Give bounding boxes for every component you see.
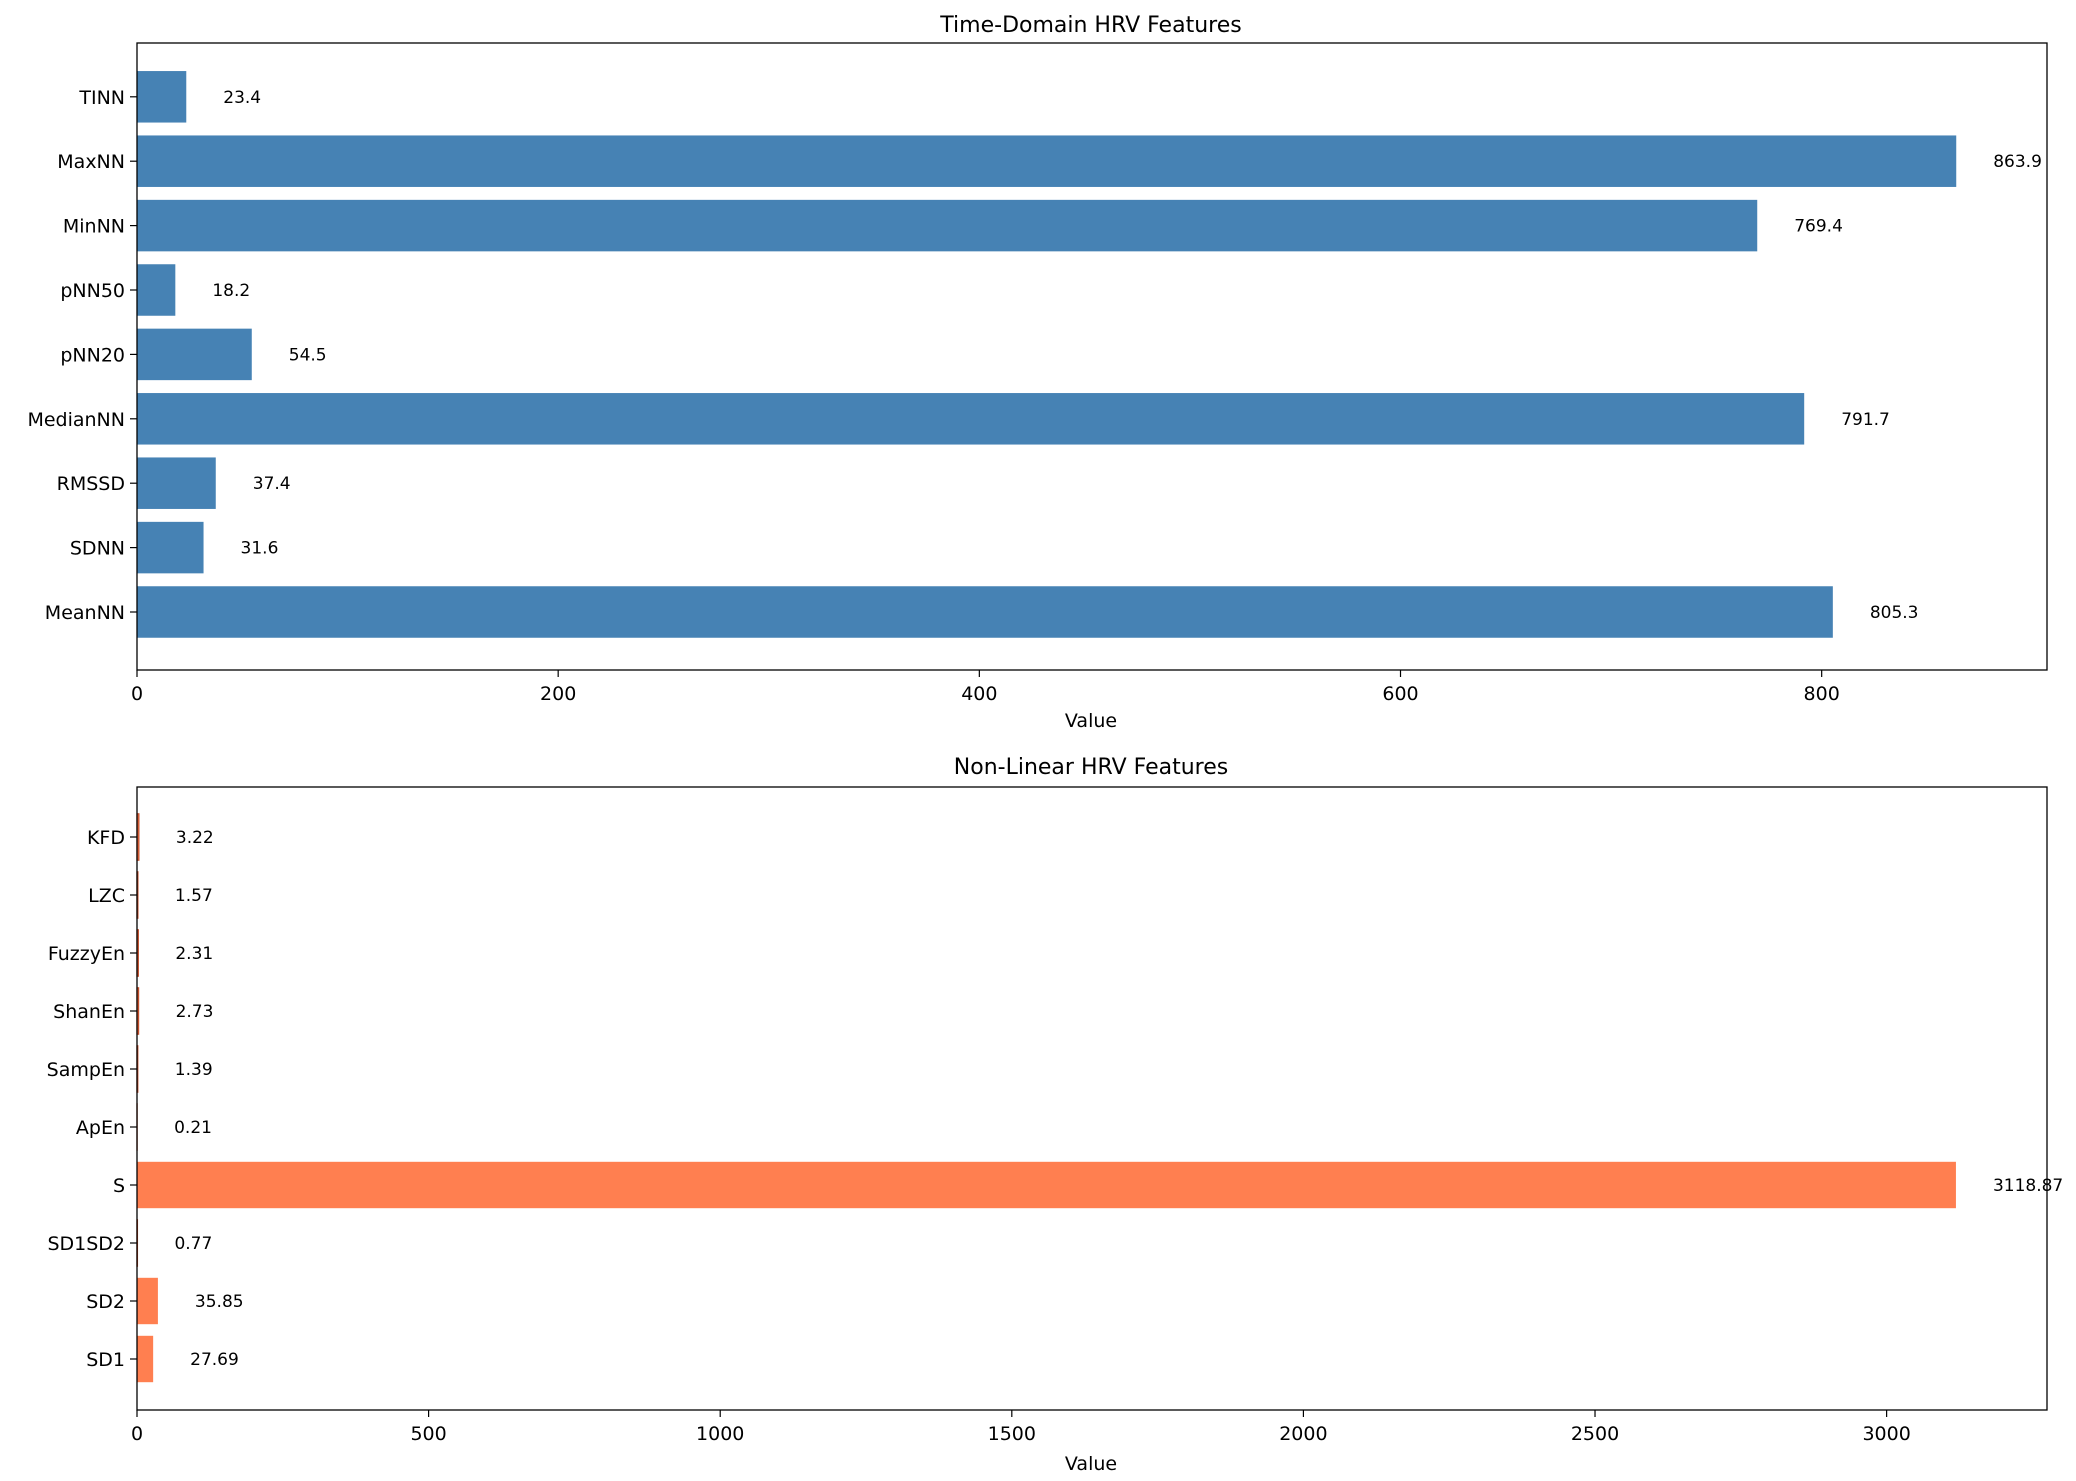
nonlinear-title: Non-Linear HRV Features (954, 755, 1228, 780)
time-domain-y-tick-label-maxnn: MaxNN (57, 151, 125, 173)
time-domain-value-label-maxnn: 863.9 (1993, 152, 2042, 172)
nonlinear-x-tick-label-1000: 1000 (696, 1423, 744, 1445)
time-domain-x-tick-label-200: 200 (540, 683, 576, 705)
time-domain-bar-meannn (137, 586, 1833, 638)
time-domain-x-tick-label-600: 600 (1382, 683, 1418, 705)
nonlinear-x-tick-label-2500: 2500 (1571, 1423, 1619, 1445)
time-domain-bar-minnn (137, 199, 1758, 252)
nonlinear-y-tick-label-shanen: ShanEn (53, 1001, 125, 1023)
nonlinear-x-tick-label-1500: 1500 (988, 1423, 1036, 1445)
time-domain-bar-sdnn (137, 521, 204, 574)
nonlinear-value-label-sd1: 27.69 (190, 1350, 239, 1370)
nonlinear-value-label-kfd: 3.22 (176, 828, 214, 848)
time-domain-y-tick-label-rmssd: RMSSD (57, 473, 125, 495)
time-domain-bar-maxnn (137, 135, 1957, 187)
nonlinear-value-label-fuzzyen: 2.31 (175, 944, 213, 964)
nonlinear-value-label-lzc: 1.57 (175, 886, 213, 906)
time-domain-y-tick-label-meannn: MeanNN (45, 602, 125, 624)
time-domain-y-tick-label-minnn: MinNN (63, 216, 125, 238)
time-domain-bar-pnn50 (137, 264, 176, 316)
nonlinear-value-label-s: 3118.87 (1993, 1176, 2063, 1196)
nonlinear-bar-sd2 (137, 1277, 158, 1325)
nonlinear-y-tick-label-kfd: KFD (87, 827, 125, 849)
time-domain-y-tick-label-pnn50: pNN50 (60, 280, 125, 302)
time-domain-axes: MeanNN SDNN RMSSD MedianNN pNN20 pNN50 MinNN Ma… (27, 87, 1839, 705)
nonlinear-y-tick-label-fuzzyen: FuzzyEn (48, 943, 125, 965)
time-domain-value-label-tinn: 23.4 (223, 88, 261, 108)
nonlinear-x-tick-label-500: 500 (410, 1423, 446, 1445)
nonlinear-y-tick-label-lzc: LZC (88, 885, 125, 907)
nonlinear-value-label-sd2: 35.85 (195, 1292, 244, 1312)
time-domain-value-label-minnn: 769.4 (1794, 217, 1843, 237)
time-domain-panel: Time-Domain HRV Features 805.3 31.6 37.4 79… (27, 13, 2048, 732)
time-domain-bar-mediannn (137, 393, 1805, 445)
nonlinear-x-tick-label-3000: 3000 (1862, 1423, 1910, 1445)
nonlinear-value-label-apen: 0.21 (174, 1118, 212, 1138)
nonlinear-x-axis-label: Value (1065, 1453, 1117, 1475)
nonlinear-y-tick-label-sd2: SD2 (86, 1291, 125, 1313)
time-domain-y-tick-label-sdnn: SDNN (70, 538, 125, 560)
time-domain-x-tick-label-400: 400 (961, 683, 997, 705)
nonlinear-bar-s (137, 1161, 1956, 1209)
nonlinear-value-label-shanen: 2.73 (176, 1002, 214, 1022)
time-domain-bar-pnn20 (137, 328, 252, 381)
time-domain-y-tick-label-mediannn: MedianNN (27, 409, 125, 431)
time-domain-bar-rmssd (137, 457, 216, 509)
time-domain-y-tick-label-tinn: TINN (78, 87, 125, 109)
nonlinear-y-tick-label-apen: ApEn (76, 1117, 125, 1139)
nonlinear-value-label-sd1sd2: 0.77 (174, 1234, 212, 1254)
nonlinear-axes: SD1SD2SD1SD2SApEnSampEnShanEnFuzzyEnLZCK… (47, 827, 1911, 1445)
time-domain-value-label-pnn20: 54.5 (289, 345, 327, 365)
time-domain-value-label-sdnn: 31.6 (241, 539, 279, 559)
nonlinear-x-tick-label-0: 0 (131, 1423, 143, 1445)
time-domain-value-label-pnn50: 18.2 (212, 281, 250, 301)
time-domain-value-label-mediannn: 791.7 (1841, 410, 1890, 430)
nonlinear-plot-frame (136, 786, 2048, 1411)
nonlinear-value-label-sampen: 1.39 (175, 1060, 213, 1080)
nonlinear-x-tick-label-2000: 2000 (1279, 1423, 1327, 1445)
time-domain-x-axis-label: Value (1065, 710, 1117, 732)
time-domain-y-tick-label-pnn20: pNN20 (60, 344, 125, 366)
time-domain-x-tick-label-800: 800 (1804, 683, 1840, 705)
nonlinear-panel: Non-Linear HRV Features 27.69 35.85 0.77 31… (47, 755, 2064, 1475)
nonlinear-bar-sd1 (137, 1335, 154, 1383)
nonlinear-y-tick-label-sd1sd2: SD1SD2 (47, 1233, 125, 1255)
time-domain-bars: 805.3 31.6 37.4 791.7 54.5 18.2 769.4 863.9 23.4 (137, 71, 2042, 638)
time-domain-plot-frame (136, 42, 2048, 671)
nonlinear-y-tick-label-sd1: SD1 (86, 1349, 125, 1371)
nonlinear-bars: 27.69 35.85 0.77 3118.87 0.21 1.39 2.73 2.31 1.5… (136, 813, 2063, 1383)
nonlinear-y-tick-label-sampen: SampEn (47, 1059, 125, 1081)
time-domain-x-tick-label-0: 0 (131, 683, 143, 705)
time-domain-title: Time-Domain HRV Features (939, 13, 1241, 38)
time-domain-bar-tinn (137, 71, 187, 123)
nonlinear-y-tick-label-s: S (113, 1175, 125, 1197)
time-domain-value-label-meannn: 805.3 (1870, 603, 1919, 623)
time-domain-value-label-rmssd: 37.4 (253, 474, 291, 494)
